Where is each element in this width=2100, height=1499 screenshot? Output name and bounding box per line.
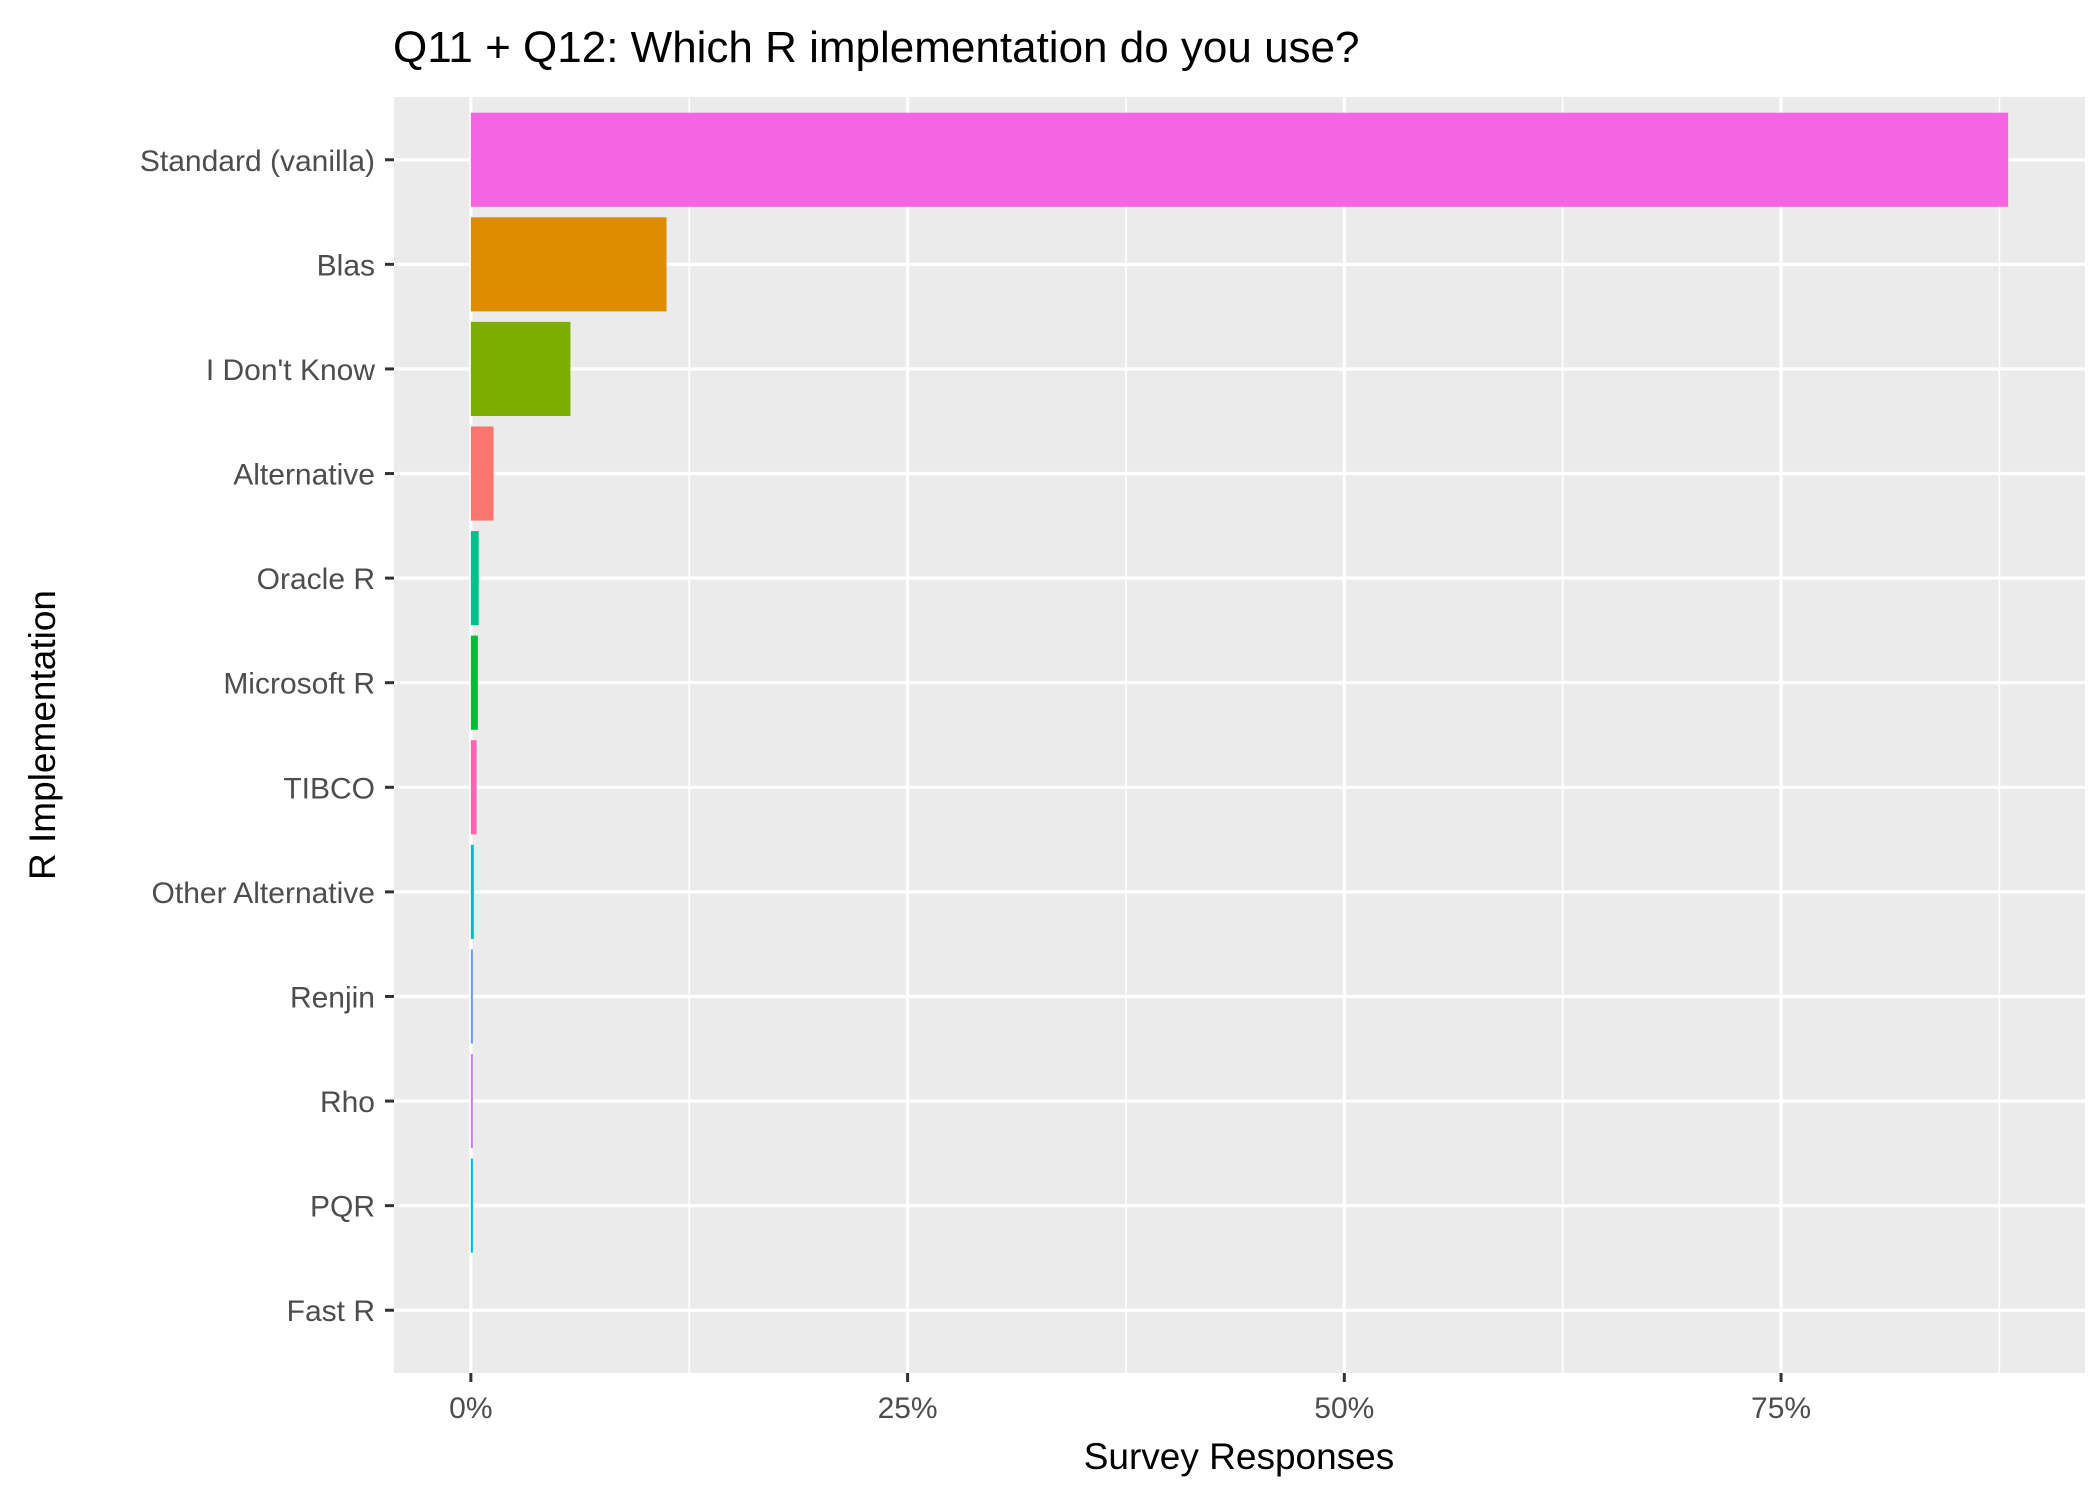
y-tick-label: I Don't Know bbox=[206, 354, 375, 387]
bar-oracle-r bbox=[470, 531, 479, 626]
bar-standard-vanilla bbox=[470, 112, 2009, 207]
bar-pqr bbox=[470, 1158, 473, 1253]
bars bbox=[470, 112, 2009, 1253]
chart-title: Q11 + Q12: Which R implementation do you… bbox=[393, 23, 1359, 72]
x-axis-title: Survey Responses bbox=[1084, 1436, 1395, 1477]
bar-rho bbox=[470, 1054, 473, 1149]
y-tick-label: Fast R bbox=[287, 1295, 375, 1328]
y-tick-label: Other Alternative bbox=[152, 877, 375, 910]
y-tick-label: Blas bbox=[317, 249, 375, 282]
y-tick-label: Alternative bbox=[233, 459, 375, 492]
x-axis: 0% 25% 50% 75% bbox=[449, 1373, 1811, 1425]
y-tick-label: Standard (vanilla) bbox=[140, 145, 375, 178]
minor-gridlines bbox=[688, 97, 2001, 1373]
plot-panel bbox=[394, 97, 2085, 1373]
y-axis-title: R Implementation bbox=[22, 590, 63, 880]
x-tick-label: 0% bbox=[449, 1392, 492, 1425]
y-tick-label: Renjin bbox=[290, 981, 375, 1014]
y-tick-label: Oracle R bbox=[257, 563, 375, 596]
bar-blas bbox=[470, 217, 667, 312]
bar-microsoft-r bbox=[470, 635, 478, 730]
bar-renjin bbox=[470, 949, 473, 1044]
x-tick-label: 75% bbox=[1751, 1392, 1811, 1425]
x-tick-label: 25% bbox=[878, 1392, 938, 1425]
bar-other-alternative bbox=[470, 844, 474, 939]
x-tick-label: 50% bbox=[1314, 1392, 1374, 1425]
y-tick-label: PQR bbox=[310, 1191, 375, 1224]
y-tick-label: TIBCO bbox=[283, 772, 375, 805]
bar-i-don-t-know bbox=[470, 321, 571, 416]
y-tick-label: Microsoft R bbox=[223, 668, 375, 701]
bar-tibco bbox=[470, 740, 477, 835]
y-axis: Standard (vanilla) Blas I Don't Know Altern… bbox=[140, 145, 394, 1328]
y-tick-label: Rho bbox=[320, 1086, 375, 1119]
bar-alternative bbox=[470, 426, 494, 521]
